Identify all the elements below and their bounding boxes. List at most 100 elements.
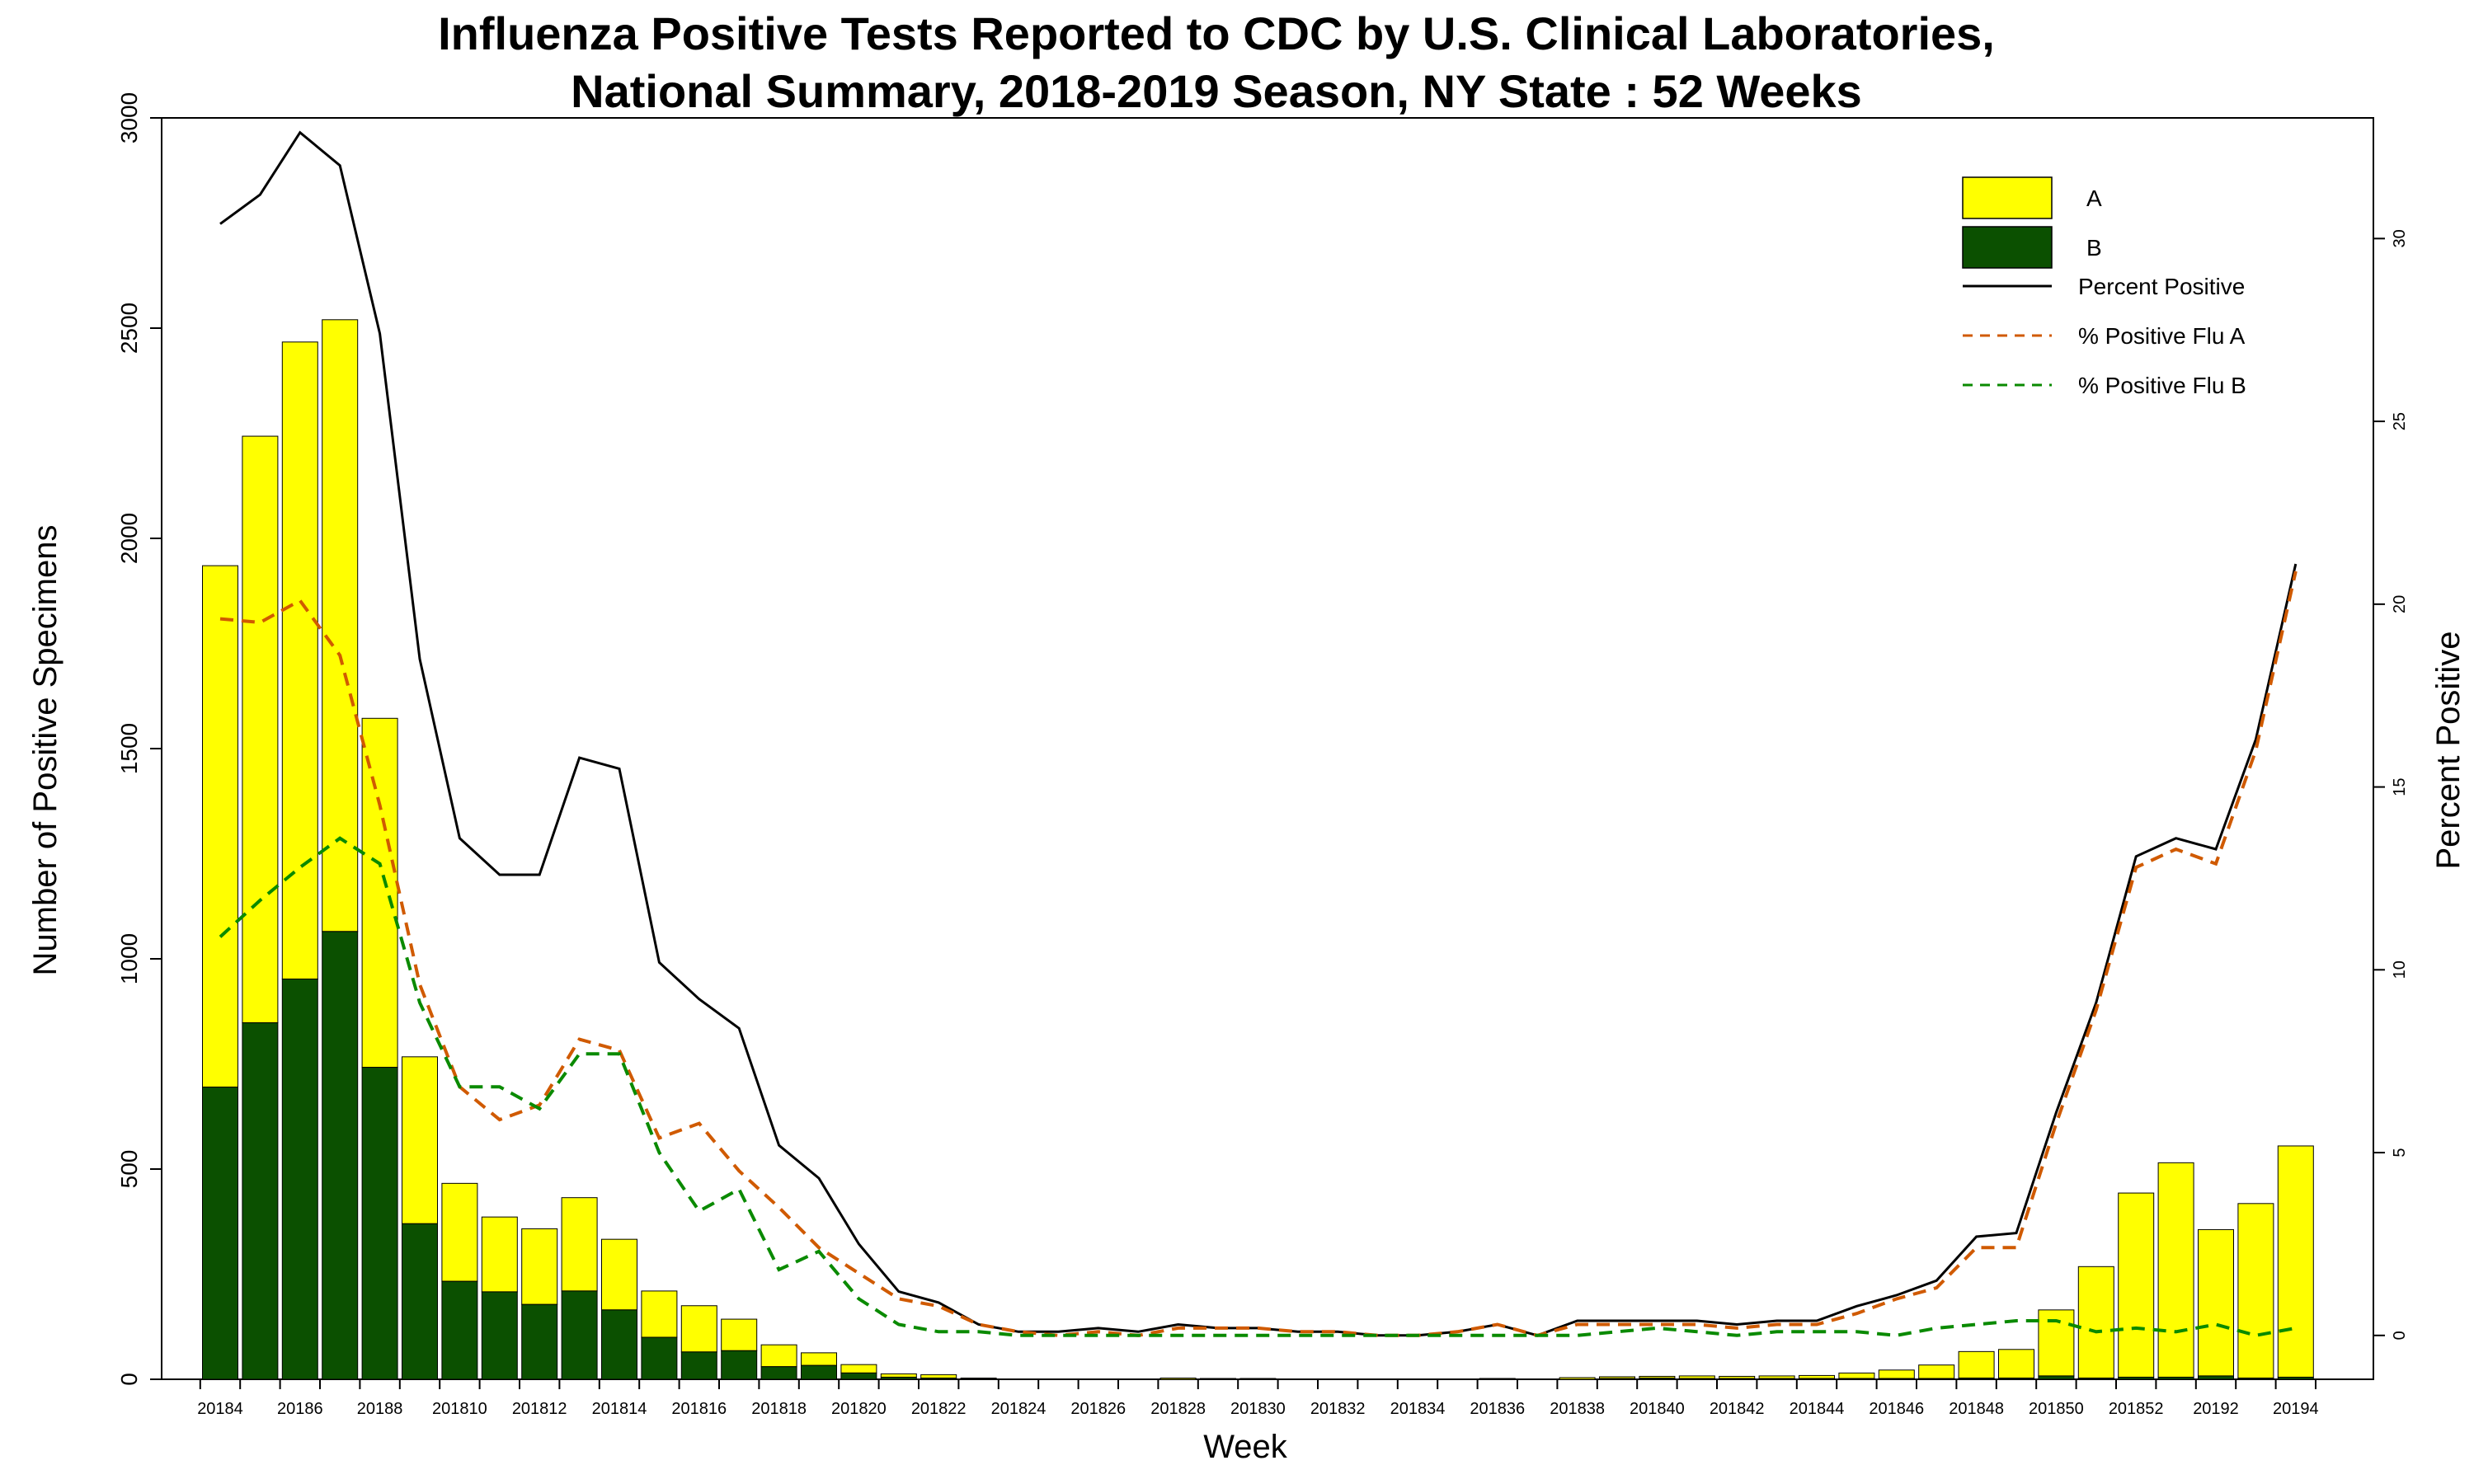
chart-title-line-2: National Summary, 2018-2019 Season, NY S… [571,65,1862,117]
x-tick-label: 201838 [1550,1400,1605,1418]
legend-label-a: A [2086,186,2102,211]
bar-a [2198,1228,2234,1377]
bar-a [2277,1145,2314,1378]
bar-b [760,1366,797,1380]
chart-title-line-1: Influenza Positive Tests Reported to CDC… [438,7,1995,59]
bar-b [521,1303,558,1380]
x-tick-label: 201842 [1710,1400,1765,1418]
bar-a [1239,1378,1277,1380]
x-tick-label: 201848 [1949,1400,2004,1418]
bar-b [1958,1377,1995,1380]
bar-b [402,1223,438,1380]
bar-b [641,1336,678,1380]
bar-b [561,1290,598,1380]
y-axis-title: Number of Positive Specimens [27,525,63,976]
plot-frame [161,117,2374,1380]
bar-b [1878,1378,1915,1380]
y2-tick-label: 30 [2391,229,2409,247]
bar-b [601,1309,637,1380]
x-tick-label: 201828 [1150,1400,1206,1418]
bar-b [680,1351,717,1380]
legend-label-b: B [2086,235,2102,261]
bar-a [561,1197,598,1292]
bar-b [242,1022,279,1380]
bar-a [1200,1378,1236,1380]
bar-a [920,1374,957,1378]
bar-b [1918,1378,1955,1380]
x-tick-label: 201826 [1070,1400,1126,1418]
x-tick-label: 201816 [671,1400,727,1418]
y2-tick-label: 5 [2391,1148,2409,1157]
bar-a [2157,1162,2194,1378]
y-tick-label: 1000 [116,933,142,984]
x-tick-label: 201832 [1310,1400,1366,1418]
x-tick-label: 20188 [357,1400,403,1418]
x-tick-label: 201822 [911,1400,967,1418]
x-tick-label: 201840 [1630,1400,1685,1418]
bar-b [1639,1377,1676,1380]
line-positive-flu-b [219,836,2297,1337]
bar-b [441,1280,478,1380]
bar-a [760,1344,797,1368]
legend-swatch-b [1962,226,2053,269]
y-tick-label: 1500 [116,723,142,774]
legend-label-percent-positive: Percent Positive [2078,274,2245,299]
bar-a [2237,1203,2274,1378]
x-tick-label: 201844 [1790,1400,1845,1418]
bar-b [1799,1378,1835,1380]
bar-a [1998,1349,2034,1378]
bar-b [2277,1376,2314,1380]
y-tick-label: 2000 [116,513,142,564]
x-tick-label: 201814 [592,1400,647,1418]
bar-a [402,1056,438,1224]
y-tick-label: 2500 [116,303,142,354]
bar-b [202,1087,238,1380]
plot-area: 0 500 1000 1500 2000 2500 3000 0 5 10 15 20 25 30 2018… [116,92,2409,1418]
bar-b [1838,1378,1875,1380]
bar-a [1159,1377,1197,1380]
bar-a [641,1290,678,1338]
y2-tick-label: 0 [2391,1331,2409,1340]
bar-a [1838,1372,1875,1379]
bar-b [880,1376,917,1380]
bar-b [2118,1376,2155,1380]
bar-a [361,717,398,1068]
x-tick-label: 20184 [197,1400,243,1418]
bar-a [840,1364,877,1374]
bar-b [281,978,318,1380]
x-tick-label: 201820 [831,1400,887,1418]
legend: AB Percent Positive % Positive Flu A % Posi… [1962,176,2246,398]
bar-b [1998,1377,2034,1380]
bar-b [840,1372,877,1380]
bar-a [521,1228,558,1305]
line-percent-positive [219,130,2298,1337]
bar-a [1799,1374,1835,1379]
x-tick-label: 201834 [1390,1400,1446,1418]
y2-tick-label: 25 [2391,412,2409,430]
x-tick-label: 201852 [2109,1400,2164,1418]
legend-swatch-a [1962,176,2053,219]
bar-b [1678,1378,1715,1380]
x-tick-label: 20192 [2193,1400,2239,1418]
x-tick-label: 201812 [512,1400,567,1418]
bar-a [441,1182,478,1282]
bar-b [322,931,359,1380]
bar-b [2038,1375,2075,1380]
y-tick-label: 0 [116,1373,142,1386]
bar-a [281,341,318,979]
bar-a [2118,1192,2155,1378]
x-axis-title: Week [1203,1429,1288,1465]
bar-a [801,1352,837,1366]
bar-a [202,565,238,1088]
bar-b [361,1067,398,1380]
bar-b [1758,1378,1795,1380]
bar-b [481,1291,518,1380]
bar-a [1958,1350,1995,1378]
y2-tick-label: 10 [2391,960,2409,979]
bar-a [601,1238,637,1311]
bar-a [721,1318,758,1351]
bar-b [2237,1377,2274,1380]
x-tick-label: 201850 [2029,1400,2084,1418]
bar-a [1918,1364,1955,1379]
